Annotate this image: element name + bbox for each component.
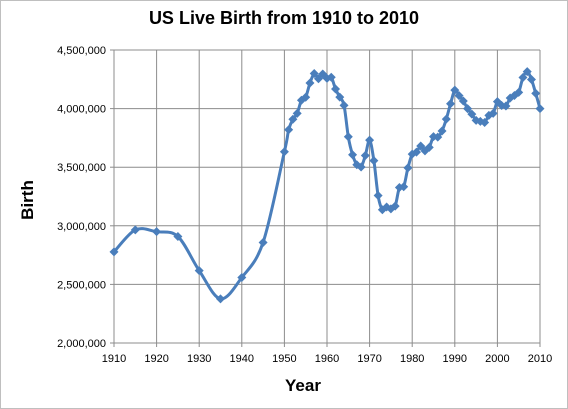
axes: [110, 49, 541, 347]
data-point: [194, 266, 204, 276]
y-tick-label: 4,000,000: [57, 104, 106, 116]
data-point: [216, 294, 225, 304]
data-point: [301, 92, 311, 102]
data-point: [360, 150, 370, 160]
data-points: [109, 67, 545, 304]
data-point: [424, 142, 434, 152]
data-point: [458, 96, 468, 106]
data-point: [441, 114, 451, 124]
data-point: [454, 91, 464, 101]
data-point: [326, 72, 336, 82]
y-tick-label: 3,000,000: [57, 221, 106, 233]
data-point: [309, 68, 319, 78]
y-tick-labels: 2,000,000 2,500,000 3,000,000 3,500,000 4,00…: [57, 45, 106, 350]
data-point: [152, 227, 162, 237]
grid-lines: [113, 49, 541, 344]
data-point: [237, 272, 247, 282]
data-point: [365, 135, 375, 145]
data-point: [488, 108, 498, 118]
data-point: [390, 201, 400, 211]
data-point: [399, 182, 409, 192]
data-point: [518, 73, 528, 83]
data-point: [514, 87, 524, 97]
x-tick-label: 1930: [187, 353, 211, 365]
y-tick-label: 2,500,000: [57, 279, 106, 291]
x-tick-label: 2010: [528, 353, 552, 365]
data-point: [109, 247, 119, 257]
x-tick-label: 2000: [485, 353, 509, 365]
y-axis-title: Birth: [18, 180, 37, 220]
x-tick-label: 1950: [272, 353, 296, 365]
data-point: [339, 100, 349, 110]
data-point: [531, 88, 541, 98]
x-tick-label: 1990: [443, 353, 467, 365]
x-tick-label: 1920: [144, 353, 168, 365]
data-point: [331, 84, 341, 94]
y-tick-label: 3,500,000: [57, 162, 106, 174]
data-point: [437, 126, 447, 136]
data-point: [480, 118, 490, 128]
data-point: [369, 156, 379, 166]
data-point: [258, 237, 268, 247]
data-point: [467, 109, 477, 119]
y-tick-label: 4,500,000: [57, 45, 106, 57]
data-point: [373, 191, 383, 201]
data-point: [288, 114, 298, 124]
data-point: [356, 162, 366, 172]
data-point: [450, 85, 460, 95]
data-point: [343, 132, 353, 142]
chart-title: US Live Birth from 1910 to 2010: [149, 8, 419, 28]
data-point: [522, 67, 532, 77]
y-tick-label: 2,000,000: [57, 338, 106, 350]
data-point: [433, 132, 443, 142]
x-tick-label: 1940: [230, 353, 254, 365]
x-tick-label: 1910: [102, 353, 126, 365]
x-tick-label: 1960: [315, 353, 339, 365]
x-tick-label: 1970: [357, 353, 381, 365]
data-point: [284, 125, 294, 135]
data-point: [348, 150, 358, 160]
data-point: [535, 104, 545, 114]
x-axis-title: Year: [285, 376, 321, 395]
data-point: [173, 231, 183, 241]
data-point: [411, 147, 421, 157]
data-point: [305, 78, 315, 88]
data-point: [292, 108, 302, 118]
data-point: [463, 104, 473, 114]
x-tick-labels: 1910 1920 1930 1940 1950 1960 1970 1980 1990 2000…: [102, 353, 552, 365]
data-point: [130, 225, 140, 235]
data-point: [526, 75, 536, 85]
data-point: [416, 141, 426, 151]
x-tick-label: 1980: [400, 353, 424, 365]
data-point: [501, 101, 511, 111]
data-point: [279, 147, 289, 157]
data-point: [335, 92, 345, 102]
data-point: [403, 163, 413, 173]
data-point: [446, 99, 456, 109]
